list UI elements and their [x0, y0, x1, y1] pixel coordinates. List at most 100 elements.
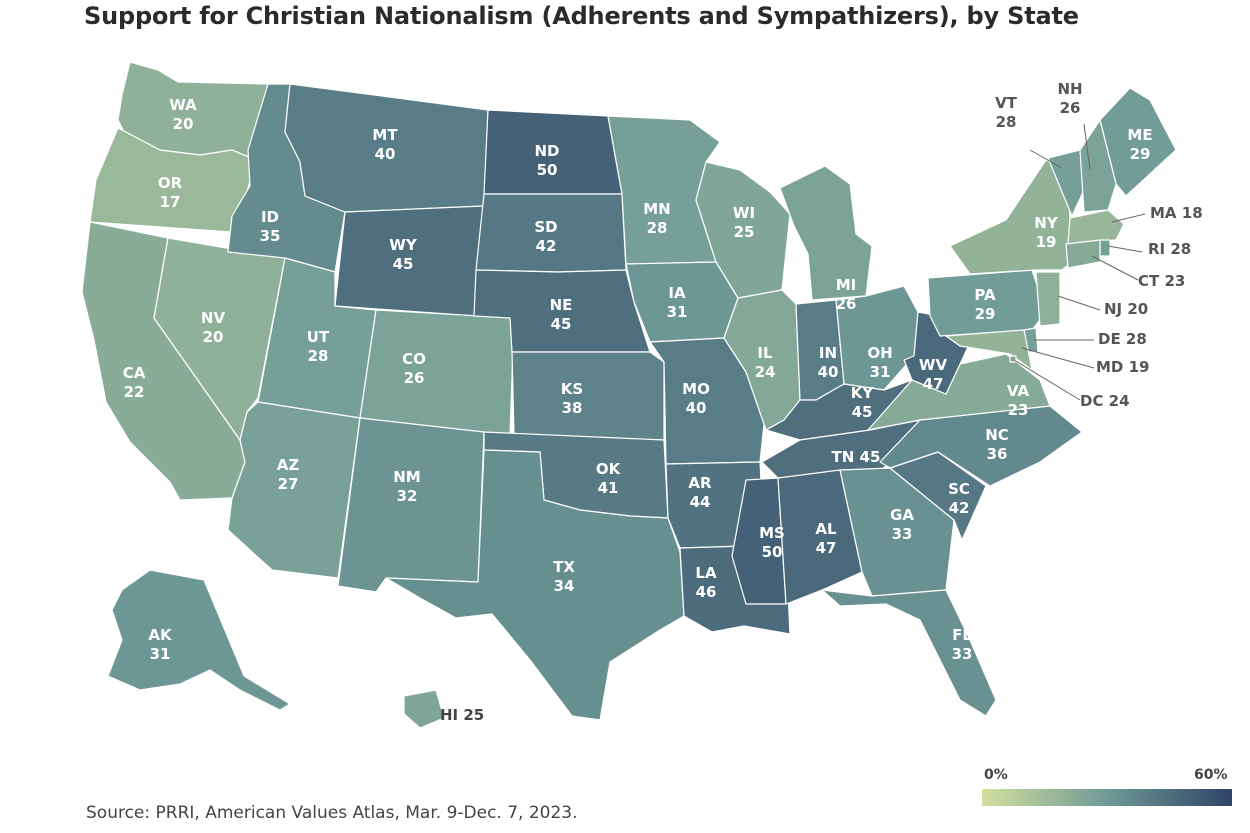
state-ct[interactable] [1065, 239, 1101, 269]
state-value-co: 26 [404, 369, 425, 387]
state-label-mo: MO [682, 380, 710, 398]
state-mi[interactable] [779, 165, 873, 301]
state-value-ms: 50 [762, 543, 783, 561]
leader-line-ri [1107, 245, 1143, 253]
state-label-al: AL [815, 520, 837, 538]
state-value-me: 29 [1130, 145, 1151, 163]
state-label-il: IL [757, 344, 773, 362]
state-fl[interactable] [821, 589, 997, 717]
map-title: Support for Christian Nationalism (Adher… [84, 2, 1079, 30]
state-value-mo: 40 [686, 399, 707, 417]
state-value-nv: 20 [203, 328, 224, 346]
state-label-ms: MS [759, 524, 785, 542]
state-value-id: 35 [260, 227, 281, 245]
state-tx[interactable] [385, 449, 685, 721]
state-label-nh: NH [1057, 80, 1082, 98]
state-value-ak: 31 [150, 645, 171, 663]
state-value-la: 46 [696, 583, 717, 601]
state-value-nc: 36 [987, 445, 1008, 463]
state-label-ks: KS [561, 380, 583, 398]
state-nj[interactable] [1035, 271, 1061, 327]
state-label-ri: RI 28 [1148, 240, 1191, 258]
state-label-md: MD 19 [1096, 358, 1149, 376]
state-label-ca: CA [123, 364, 146, 382]
state-value-ne: 45 [551, 315, 572, 333]
state-value-va: 23 [1008, 401, 1029, 419]
state-value-tx: 34 [554, 577, 575, 595]
state-value-wy: 45 [393, 255, 414, 273]
state-value-ar: 44 [690, 493, 711, 511]
state-value-sd: 42 [536, 237, 557, 255]
state-ms[interactable] [731, 477, 787, 605]
legend-color-scale [982, 789, 1232, 806]
state-label-in: IN [819, 344, 837, 362]
state-nm[interactable] [337, 417, 485, 593]
state-ks[interactable] [511, 351, 665, 441]
state-value-ia: 31 [667, 303, 688, 321]
state-label-vt: VT [995, 94, 1018, 112]
leader-line-md [1021, 347, 1095, 369]
state-label-mn: MN [643, 200, 670, 218]
state-label-sd: SD [534, 218, 557, 236]
state-value-wi: 25 [734, 223, 755, 241]
state-value-nh: 26 [1060, 99, 1081, 117]
state-ma[interactable] [1067, 209, 1125, 245]
state-label-ct: CT 23 [1138, 272, 1185, 290]
state-label-nd: ND [534, 142, 559, 160]
state-value-ks: 38 [562, 399, 583, 417]
state-label-dc: DC 24 [1080, 392, 1130, 410]
legend-min-label: 0% [984, 767, 1008, 783]
state-value-or: 17 [160, 193, 181, 211]
legend-max-label: 60% [1194, 767, 1228, 783]
state-label-ma: MA 18 [1150, 204, 1203, 222]
state-label-la: LA [695, 564, 717, 582]
state-label-ak: AK [148, 626, 173, 644]
leader-line-nj [1057, 295, 1101, 311]
leader-line-vt [1029, 149, 1063, 169]
state-label-ga: GA [890, 506, 914, 524]
state-value-ny: 19 [1036, 233, 1057, 251]
state-md[interactable] [945, 329, 1033, 371]
state-label-fl: FL [952, 626, 972, 644]
state-value-il: 24 [755, 363, 776, 381]
state-label-az: AZ [277, 456, 300, 474]
state-value-ca: 22 [124, 383, 145, 401]
state-value-mt: 40 [375, 145, 396, 163]
state-label-wi: WI [733, 204, 755, 222]
state-label-mt: MT [372, 126, 398, 144]
state-hi[interactable] [403, 689, 445, 729]
source-note: Source: PRRI, American Values Atlas, Mar… [86, 803, 578, 823]
state-value-pa: 29 [975, 305, 996, 323]
state-label-ut: UT [307, 328, 330, 346]
state-value-mi: 26 [836, 295, 857, 313]
state-value-nm: 32 [397, 487, 418, 505]
state-al[interactable] [777, 469, 863, 605]
state-value-wa: 20 [173, 115, 194, 133]
state-ak[interactable] [107, 569, 291, 711]
leader-line-nh [1083, 123, 1091, 171]
state-label-me: ME [1127, 126, 1152, 144]
state-value-sc: 42 [949, 499, 970, 517]
state-nh[interactable] [1079, 119, 1117, 213]
state-label-pa: PA [974, 286, 996, 304]
state-label-va: VA [1007, 382, 1030, 400]
state-label-ar: AR [688, 474, 712, 492]
state-label-ny: NY [1034, 214, 1059, 232]
state-value-fl: 33 [952, 645, 973, 663]
state-label-de: DE 28 [1098, 330, 1147, 348]
state-label-nc: NC [985, 426, 1009, 444]
state-value-wv: 47 [923, 375, 944, 393]
state-ri[interactable] [1099, 239, 1111, 257]
state-label-id: ID [261, 208, 279, 226]
state-value-vt: 28 [996, 113, 1017, 131]
state-label-or: OR [158, 174, 183, 192]
leader-line-ct [1091, 255, 1139, 281]
state-label-oh: OH [867, 344, 892, 362]
state-label-wv: WV [919, 356, 948, 374]
state-co[interactable] [359, 309, 515, 437]
state-label-nm: NM [393, 468, 420, 486]
state-value-ky: 45 [852, 403, 873, 421]
state-value-ut: 28 [308, 347, 329, 365]
state-value-oh: 31 [870, 363, 891, 381]
